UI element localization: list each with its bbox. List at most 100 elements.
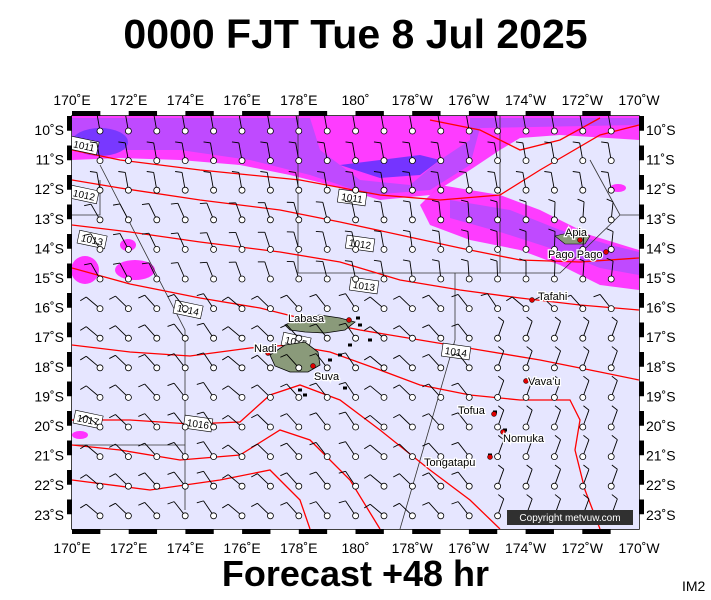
wind-barb — [89, 141, 104, 165]
wind-barb — [309, 471, 331, 490]
y-tick-label-left: 18˚S — [34, 359, 64, 375]
wind-barb — [317, 171, 331, 194]
wind-barb — [280, 413, 303, 431]
wind-barb — [203, 171, 218, 194]
y-tick-label-right: 23˚S — [646, 507, 676, 523]
wind-barb — [551, 346, 561, 372]
isobar-label: 1014 — [440, 342, 472, 361]
wind-barb — [338, 382, 360, 401]
wind-barb — [606, 257, 615, 283]
wind-barb — [393, 384, 416, 401]
wind-barb — [309, 382, 331, 401]
wind-barb — [487, 141, 502, 165]
map-area: 1011101110121012101310131014101410151016… — [72, 116, 639, 529]
svg-text:1013: 1013 — [352, 280, 376, 294]
y-tick-label-right: 12˚S — [646, 181, 676, 197]
wind-barb — [451, 501, 473, 520]
wind-barb — [80, 296, 104, 313]
wind-barb — [280, 502, 303, 520]
wind-barb — [393, 325, 416, 342]
wind-barb — [153, 116, 161, 135]
wind-barb — [338, 500, 360, 520]
wind-barb — [422, 472, 445, 490]
wind-barb — [170, 202, 189, 224]
y-tick-label-left: 20˚S — [34, 418, 64, 434]
wind-barb — [124, 116, 132, 135]
isobar — [72, 267, 639, 381]
wind-barb — [228, 202, 246, 224]
wind-barb — [175, 171, 189, 194]
wind-barb — [431, 229, 445, 253]
wind-barb — [196, 293, 218, 313]
wind-barb — [494, 316, 505, 342]
wind-barb — [459, 141, 473, 165]
wind-barb — [344, 260, 360, 283]
place-marker — [500, 429, 506, 435]
x-tick-label-bottom: 176˚W — [448, 540, 490, 556]
wind-barb — [309, 323, 331, 342]
wind-barb — [196, 500, 218, 520]
map-frame: 170˚E 170˚E 172˚E 172˚E 174˚E 174˚E 176˚E 176˚E… — [34, 92, 675, 556]
wind-barb — [451, 471, 473, 490]
place-label: Tafahi — [538, 291, 567, 303]
copyright-text: Copyright metvuw.com — [519, 513, 620, 524]
wind-barb — [607, 464, 618, 490]
isobar — [72, 179, 639, 263]
y-tick-label-right: 13˚S — [646, 211, 676, 227]
y-tick-label-right: 17˚S — [646, 329, 676, 345]
islet — [356, 316, 360, 320]
wind-barb — [487, 171, 502, 194]
forecast-label: Forecast +48 hr — [221, 553, 490, 594]
wind-barb — [317, 141, 331, 165]
y-tick-label-left: 16˚S — [34, 300, 64, 316]
wind-barb — [393, 443, 416, 461]
svg-text:1016: 1016 — [186, 418, 210, 432]
wind-barb — [607, 316, 618, 342]
wind-barb — [364, 415, 388, 431]
wind-barb — [577, 258, 587, 283]
wind-barb — [494, 464, 505, 490]
x-tick-label-top: 174˚E — [167, 92, 204, 108]
wind-barb — [519, 199, 530, 224]
wind-barb — [451, 323, 473, 342]
y-tick-label-right: 11˚S — [646, 152, 675, 168]
wind-barb — [515, 171, 530, 194]
place-label: Apia — [565, 227, 588, 239]
wind-barb — [572, 141, 587, 165]
wind-barb — [579, 435, 590, 461]
precip-blob — [72, 256, 99, 284]
wind-barb — [109, 443, 132, 461]
wind-barb — [451, 293, 473, 313]
copyright-box: Copyright metvuw.com — [507, 510, 633, 525]
wind-barb — [564, 294, 587, 313]
wind-barb — [309, 501, 331, 520]
wind-barb — [167, 382, 189, 401]
wind-barb — [393, 414, 416, 431]
wind-barb — [548, 198, 558, 224]
wind-barb — [402, 229, 416, 253]
y-tick-label-left: 22˚S — [34, 477, 64, 493]
wind-barb — [199, 232, 218, 253]
svg-text:1011: 1011 — [72, 139, 96, 154]
wind-barb — [280, 324, 303, 342]
wind-barb — [551, 405, 561, 431]
y-tick-label-right: 20˚S — [646, 418, 676, 434]
wind-barb — [422, 502, 445, 520]
x-tick-label-top: 172˚E — [110, 92, 147, 108]
wind-barb — [393, 354, 416, 372]
wind-barb — [286, 201, 303, 224]
wind-barb — [170, 232, 189, 253]
x-tick-label-bottom: 172˚E — [110, 540, 147, 556]
wind-barb — [109, 384, 132, 401]
wind-barb — [199, 261, 218, 283]
wind-barb — [280, 294, 303, 313]
wind-barb — [109, 414, 132, 431]
wind-barb — [109, 295, 132, 313]
wind-barb — [422, 324, 445, 342]
wind-barb — [257, 261, 274, 283]
wind-barb — [494, 375, 505, 401]
wind-barb — [577, 228, 587, 253]
wind-barb — [80, 355, 104, 372]
wind-barb — [544, 171, 558, 194]
wind-barb — [551, 316, 561, 342]
